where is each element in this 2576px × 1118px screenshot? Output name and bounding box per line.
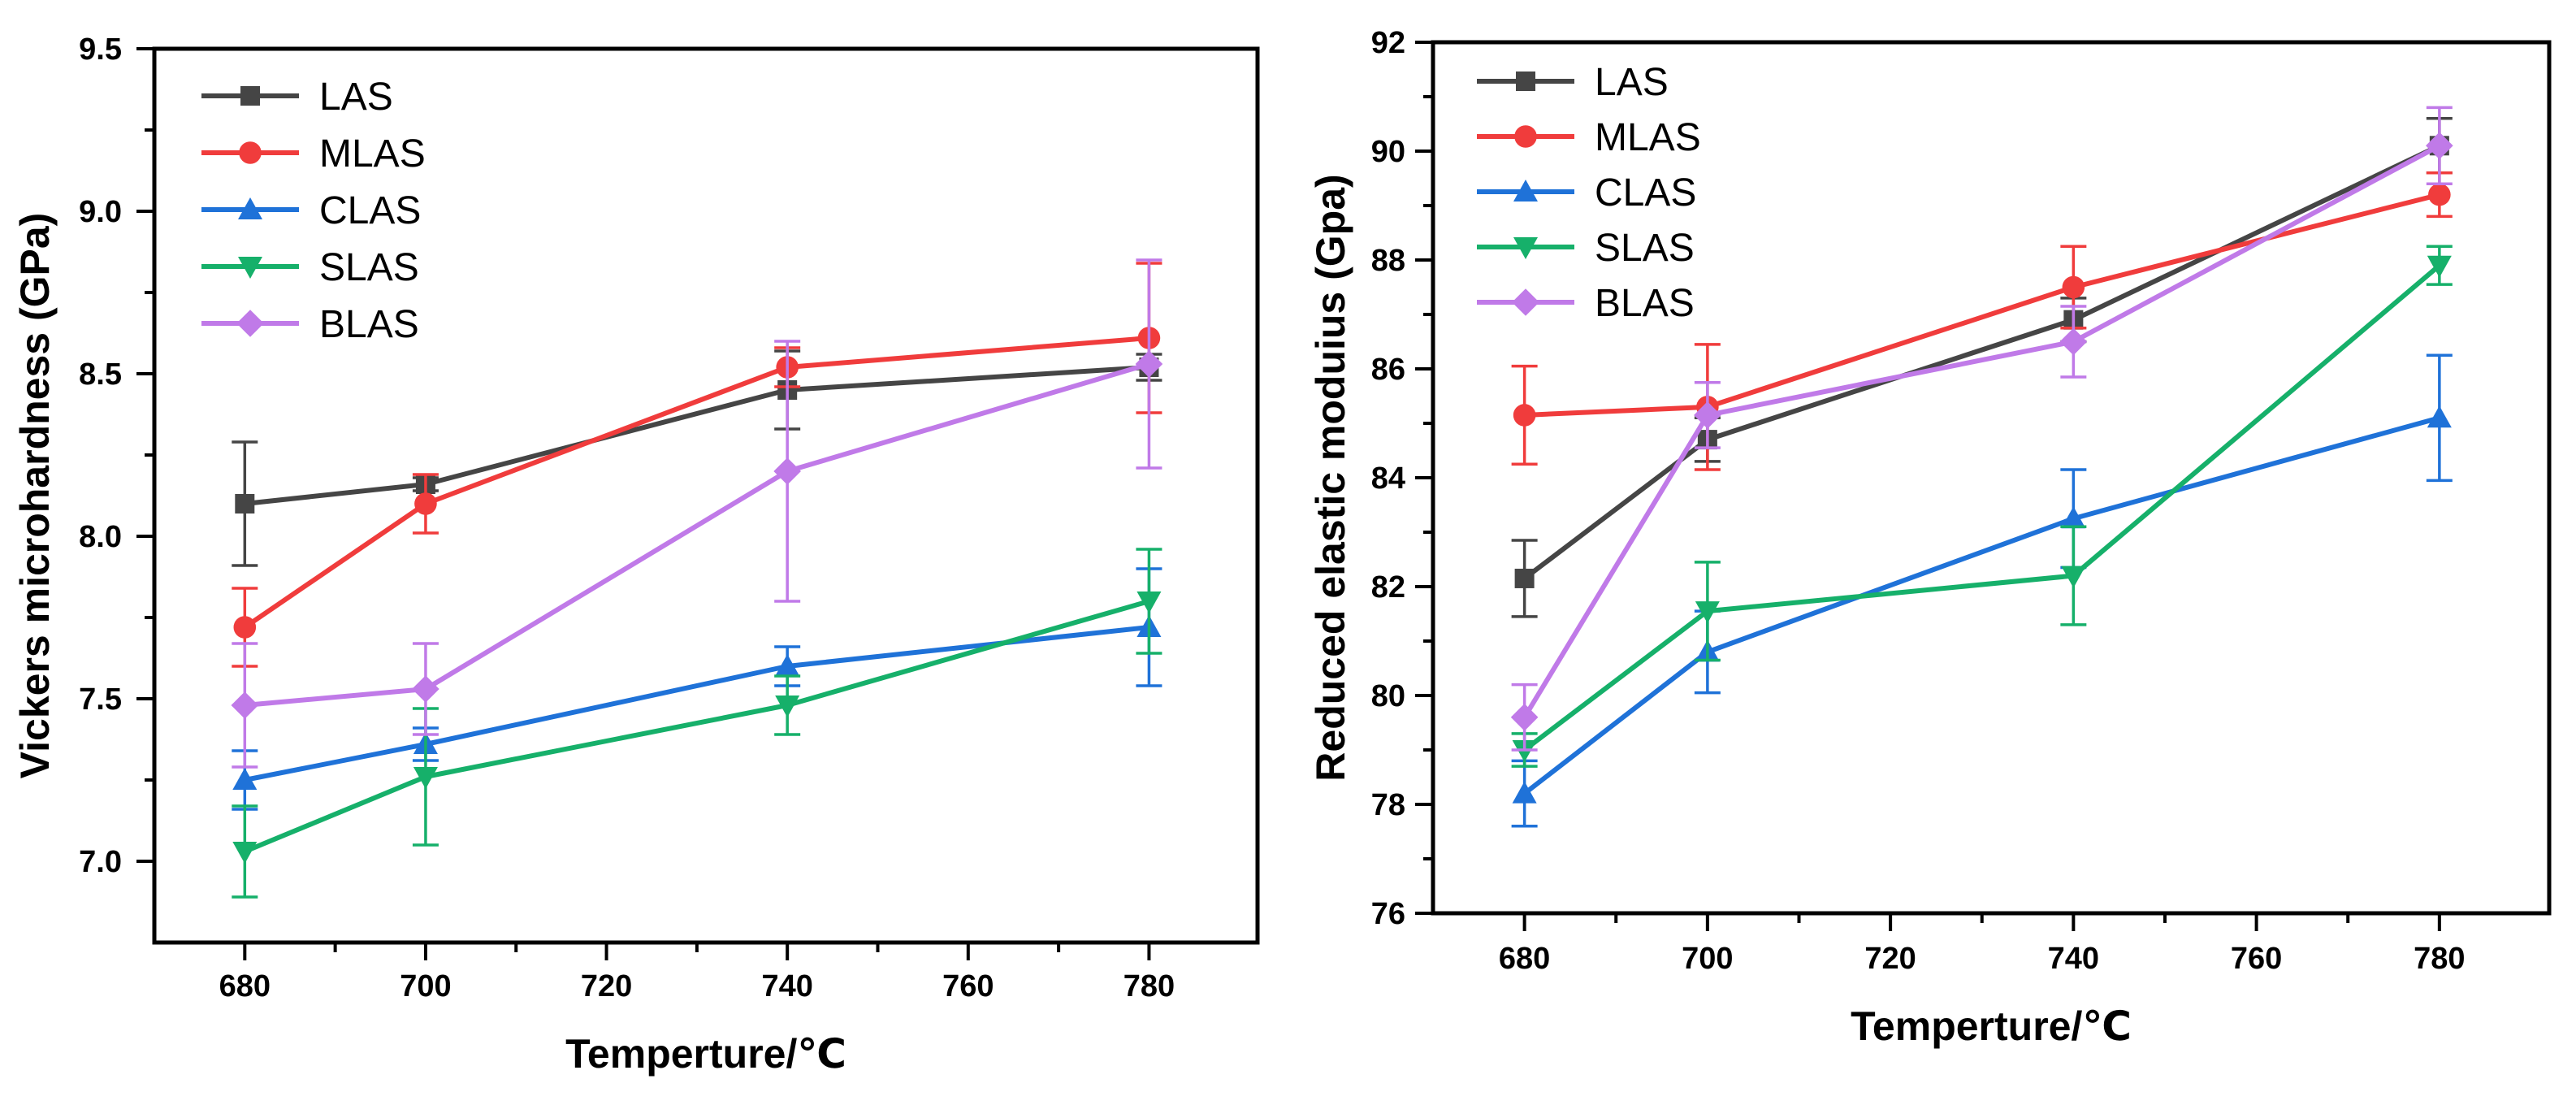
data-point-blas (773, 457, 801, 485)
x-axis-label: Temperture/℃ (565, 1031, 846, 1077)
data-point-mlas (1513, 404, 1536, 427)
y-tick-label: 76 (1371, 897, 1405, 931)
data-point-blas (2059, 327, 2088, 356)
x-tick-label: 700 (400, 969, 451, 1003)
legend-label-las: LAS (319, 76, 393, 119)
data-point-mlas (2428, 183, 2451, 206)
y-tick-label: 92 (1371, 26, 1405, 60)
legend-marker-las (1516, 72, 1535, 91)
data-point-mlas (233, 616, 257, 639)
x-tick-label: 780 (2414, 942, 2465, 976)
data-point-mlas (414, 492, 437, 515)
legend-label-mlas: MLAS (1595, 116, 1701, 159)
y-tick-label: 8.0 (79, 520, 122, 554)
data-point-clas (2061, 506, 2086, 529)
series-line-clas (244, 625, 1149, 782)
legend-label-clas: CLAS (319, 189, 421, 232)
y-axis-label: Reduced elastic moduius (Gpa) (1308, 174, 1353, 781)
axes-frame (152, 46, 1260, 945)
y-tick-label: 82 (1371, 570, 1405, 604)
y-tick-label: 9.0 (79, 195, 122, 229)
x-tick-label: 740 (761, 969, 812, 1003)
series-las (232, 349, 1162, 567)
data-point-las (1514, 568, 1535, 588)
data-point-blas (1135, 350, 1163, 378)
x-tick-label: 740 (2048, 942, 2099, 976)
series-line-blas (245, 362, 1150, 708)
series-slas (232, 548, 1162, 899)
x-tick-label: 720 (581, 969, 632, 1003)
series-blas (231, 258, 1163, 769)
x-tick-label: 680 (1499, 942, 1550, 976)
data-point-clas (775, 654, 800, 676)
series-clas (1511, 353, 2453, 828)
legend-label-blas: BLAS (1595, 282, 1695, 325)
data-point-mlas (2062, 275, 2085, 299)
legend-label-las: LAS (1595, 61, 1669, 104)
y-tick-label: 84 (1371, 462, 1405, 496)
data-point-blas (2426, 132, 2453, 160)
legend-marker-slas (1513, 237, 1538, 259)
chart-panel-2: 680 700 720 740 760 780 76 78 80 82 84 86 88 90 92 Temp… (1308, 26, 2552, 1049)
data-point-clas (2427, 405, 2452, 428)
series-clas (232, 567, 1162, 811)
legend-marker-las (240, 86, 260, 106)
data-point-slas (2061, 566, 2086, 588)
legend-marker-slas (238, 257, 262, 279)
data-point-slas (2427, 255, 2452, 278)
y-tick-label: 8.5 (79, 358, 122, 392)
legend-marker-blas (1512, 288, 1539, 316)
series-slas (1511, 245, 2453, 768)
data-point-blas (1694, 401, 1721, 429)
series-line-slas (1522, 263, 2441, 752)
x-tick-label: 760 (942, 969, 994, 1003)
y-tick-label: 86 (1371, 353, 1405, 387)
data-point-slas (1136, 592, 1162, 613)
data-point-slas (775, 696, 800, 717)
y-tick-label: 7.0 (79, 845, 122, 879)
legend-label-mlas: MLAS (319, 132, 426, 176)
y-tick-label: 80 (1371, 679, 1405, 713)
legend-label-blas: BLAS (319, 303, 419, 346)
x-tick-label: 680 (219, 969, 271, 1003)
x-tick-label: 700 (1682, 942, 1733, 976)
y-tick-label: 9.5 (79, 32, 122, 67)
x-tick-label: 760 (2231, 942, 2282, 976)
y-tick-label: 88 (1371, 244, 1405, 278)
data-point-las (235, 494, 255, 514)
data-point-clas (1512, 781, 1537, 804)
data-point-slas (1695, 601, 1720, 624)
series-line-slas (244, 599, 1150, 854)
y-tick-label: 78 (1371, 788, 1405, 822)
legend-marker-mlas (1514, 125, 1537, 148)
legend-marker-blas (236, 310, 264, 337)
x-axis-label: Temperture/℃ (1851, 1003, 2132, 1049)
series-blas (1510, 106, 2453, 752)
series-line-las (244, 365, 1149, 506)
y-tick-label: 90 (1371, 135, 1405, 169)
legend-marker-clas (1513, 180, 1538, 202)
legend-marker-mlas (239, 141, 262, 164)
legend-label-slas: SLAS (319, 246, 419, 289)
y-tick-label: 7.5 (79, 682, 122, 717)
data-point-blas (1510, 704, 1539, 731)
data-point-slas (413, 767, 438, 789)
data-point-blas (412, 675, 439, 703)
series-line-blas (1522, 143, 2441, 719)
y-axis-label: Vickers microhardness (GPa) (12, 213, 58, 779)
chart-panel-1: 680 700 720 740 760 780 7.0 7.5 8.0 8.5 9.0 9.5 Temp… (12, 32, 1260, 1077)
legend-label-clas: CLAS (1595, 171, 1696, 214)
x-tick-label: 780 (1123, 969, 1175, 1003)
data-point-slas (232, 842, 258, 864)
legend-marker-clas (238, 197, 262, 219)
x-tick-label: 720 (1864, 942, 1916, 976)
legend-label-slas: SLAS (1595, 227, 1695, 270)
series-line-mlas (243, 336, 1149, 630)
series-line-clas (1522, 415, 2440, 795)
data-point-clas (232, 768, 258, 790)
data-point-blas (231, 691, 259, 719)
